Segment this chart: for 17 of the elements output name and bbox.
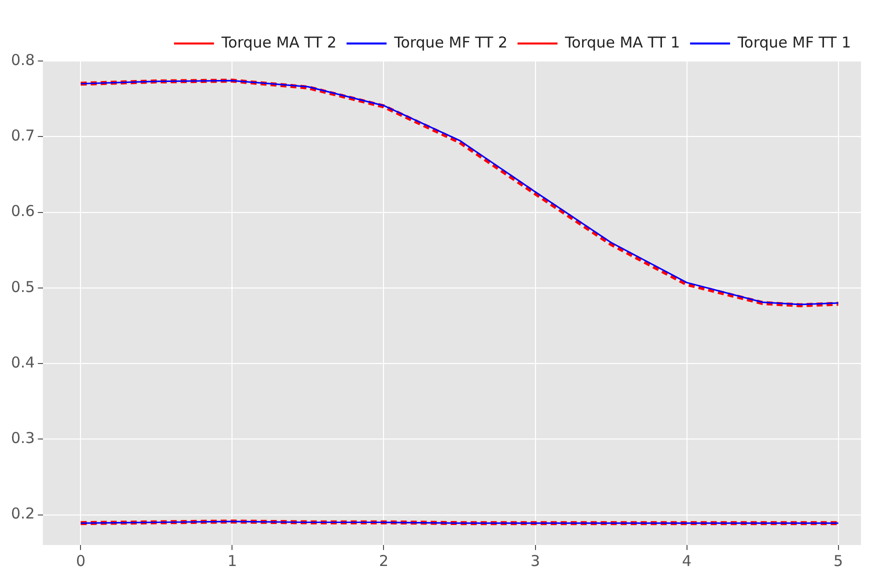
y-tick-label: 0.2	[10, 504, 35, 523]
x-tick-label: 5	[834, 552, 844, 570]
legend-label: Torque MA TT 2	[220, 33, 337, 52]
legend-label: Torque MF TT 1	[736, 33, 852, 52]
x-tick-label: 4	[682, 552, 692, 570]
y-tick-label: 0.8	[10, 50, 35, 69]
legend-label: Torque MF TT 2	[393, 33, 508, 52]
x-tick-label: 0	[76, 552, 86, 570]
y-tick-label: 0.3	[10, 429, 35, 448]
y-tick-label: 0.6	[10, 202, 35, 220]
x-tick-label: 1	[227, 552, 238, 570]
x-tick-label: 2	[378, 552, 389, 570]
y-tick-label: 0.5	[10, 278, 35, 296]
legend-label: Torque MA TT 1	[564, 33, 680, 52]
y-tick-label: 0.7	[10, 126, 35, 145]
y-tick-label: 0.4	[10, 353, 35, 372]
x-tick-label: 3	[530, 552, 540, 570]
